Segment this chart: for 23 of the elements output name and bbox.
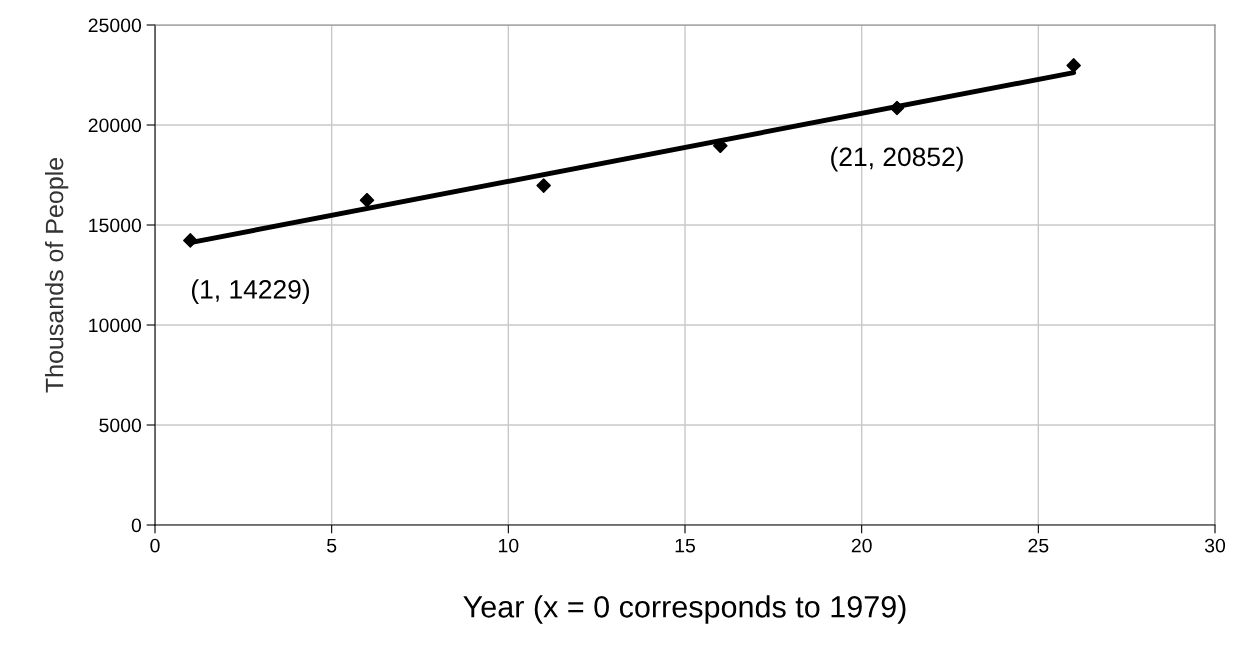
x-tick-label: 5 bbox=[327, 538, 337, 553]
x-tick-label: 10 bbox=[499, 538, 519, 553]
point bbox=[889, 100, 905, 116]
y-tick-label: 20000 bbox=[88, 118, 142, 133]
y-tick-label: 25000 bbox=[88, 18, 142, 33]
point bbox=[536, 178, 551, 193]
x-tick-label: 30 bbox=[1204, 538, 1226, 553]
y-tick-label: 5000 bbox=[99, 418, 142, 433]
y-tick-label: 15000 bbox=[89, 218, 142, 233]
point bbox=[1066, 58, 1081, 73]
x-tick-label: 0 bbox=[150, 538, 160, 553]
y-axis-title: Thousands of People bbox=[44, 157, 69, 393]
x-tick-label: 20 bbox=[851, 538, 872, 553]
y-tick-label: 0 bbox=[131, 518, 142, 533]
point bbox=[713, 138, 728, 154]
annotation: (21, 20852) bbox=[831, 146, 963, 172]
point bbox=[183, 233, 198, 248]
x-axis-title: Year (x = 0 corresponds to 1979) bbox=[463, 595, 906, 624]
y-tick-label: 10000 bbox=[89, 318, 142, 333]
annotation: (1, 14229) bbox=[191, 279, 309, 304]
x-tick-label: 15 bbox=[675, 538, 695, 553]
x-tick-label: 25 bbox=[1028, 538, 1049, 553]
point bbox=[359, 192, 375, 208]
